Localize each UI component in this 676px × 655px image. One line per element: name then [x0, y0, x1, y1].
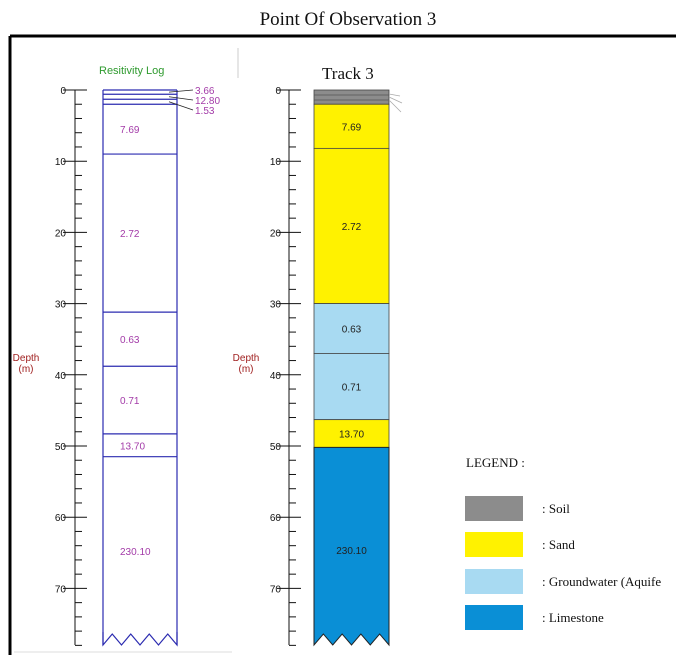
track-layer-value: 0.71	[342, 383, 362, 394]
legend-title: LEGEND :	[466, 455, 525, 470]
depth-tick-label: 30	[55, 300, 67, 311]
track-layer-value: 13.70	[339, 430, 364, 441]
track-layer-groundwater	[313, 303, 390, 354]
resistivity-log-header: Resitivity Log	[99, 65, 165, 77]
depth-axis-unit: (m)	[19, 364, 34, 375]
depth-tick-label: 10	[270, 157, 282, 168]
depth-tick-label: 60	[55, 513, 67, 524]
depth-tick-label: 70	[270, 584, 282, 595]
depth-tick-label: 60	[270, 513, 282, 524]
legend: LEGEND :: Soil: Sand: Groundwater (Aquif…	[465, 455, 661, 630]
log-layer-value: 2.72	[120, 229, 140, 240]
log-leader-line	[168, 96, 194, 101]
depth-tick-label: 40	[270, 371, 282, 382]
log-layer-value: 0.63	[120, 335, 140, 346]
depth-tick-label: 0	[275, 86, 281, 97]
legend-label-limestone: : Limestone	[542, 610, 604, 625]
track-layer-sand	[313, 103, 390, 149]
log-leader-line	[168, 89, 194, 93]
log-leader-line	[168, 101, 194, 111]
legend-swatch-limestone	[465, 605, 523, 630]
track-layer-soil	[313, 89, 390, 105]
page-title: Point Of Observation 3	[259, 9, 437, 30]
track-leader-line	[388, 99, 402, 113]
depth-tick-label: 30	[270, 300, 282, 311]
track-layer-value: 2.72	[342, 222, 362, 233]
legend-label-sand: : Sand	[542, 537, 575, 552]
depth-tick-label: 50	[270, 442, 282, 453]
log-bottom-zigzag	[102, 632, 178, 647]
track-leader-line	[388, 93, 401, 97]
track-layer-limestone	[313, 446, 390, 647]
log-layer-value: 1.53	[195, 106, 215, 117]
log-layer-value: 12.80	[195, 96, 220, 107]
track-layer-value: 7.69	[342, 122, 362, 133]
depth-tick-label: 20	[55, 228, 67, 239]
depth-axis-label: Depth	[233, 353, 260, 364]
legend-label-groundwater: : Groundwater (Aquife	[542, 574, 661, 589]
track-layer-groundwater	[313, 353, 390, 421]
log-layer-value: 13.70	[120, 441, 145, 452]
track-layer-value: 230.10	[336, 546, 367, 557]
legend-label-soil: : Soil	[542, 501, 570, 516]
legend-swatch-sand	[465, 532, 523, 557]
track-layer-sand	[313, 147, 390, 305]
track-header: Track 3	[322, 64, 374, 83]
depth-tick-label: 70	[55, 584, 67, 595]
depth-tick-label: 40	[55, 371, 67, 382]
log-layer-value: 7.69	[120, 125, 140, 136]
track-leader-line	[388, 96, 403, 104]
depth-axis-label: Depth	[13, 353, 40, 364]
log-layer-value: 3.66	[195, 86, 215, 97]
track-panel: 0 10 20 30 40 50 60 70 Depth(m) 7.69 2.72 0.63 0.71 1…	[233, 86, 403, 647]
legend-swatch-soil	[465, 496, 523, 521]
depth-tick-label: 20	[270, 228, 282, 239]
depth-axis-unit: (m)	[239, 364, 254, 375]
log-layer-value: 230.10	[120, 547, 151, 558]
depth-tick-label: 0	[60, 86, 66, 97]
track-layer-sand	[313, 419, 390, 448]
legend-swatch-groundwater	[465, 569, 523, 594]
track-layer-value: 0.63	[342, 325, 362, 336]
log-layer-value: 0.71	[120, 396, 140, 407]
depth-tick-label: 10	[55, 157, 67, 168]
depth-tick-label: 50	[55, 442, 67, 453]
